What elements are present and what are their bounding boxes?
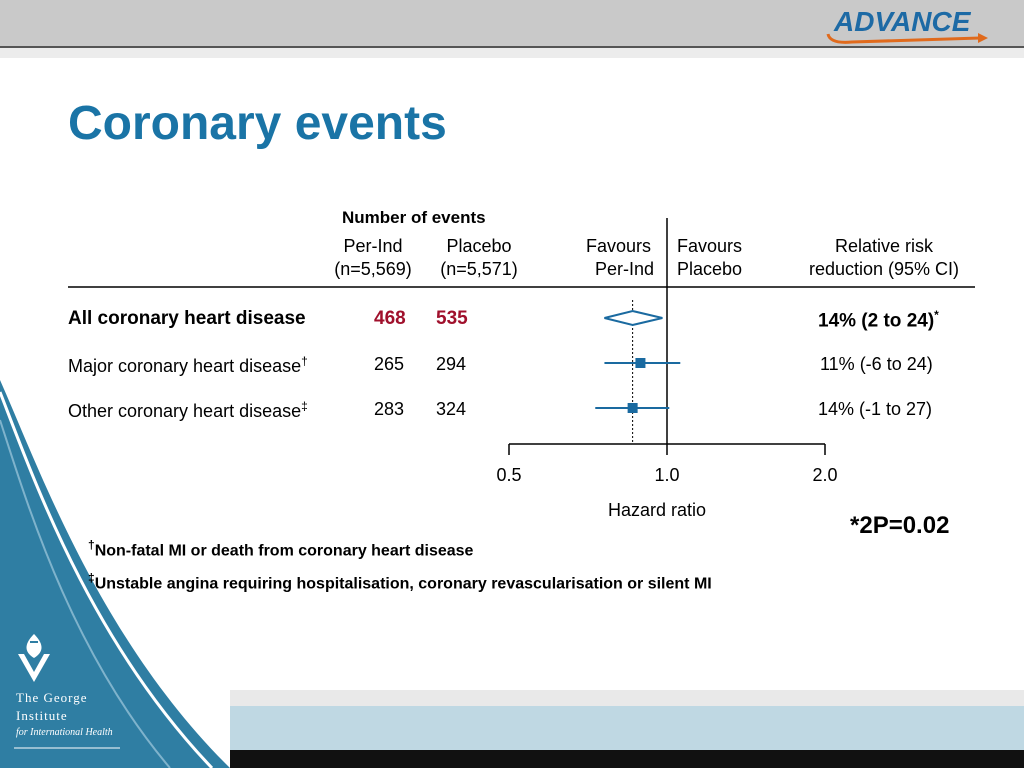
row-rrr-major: 11% (-6 to 24): [820, 354, 933, 374]
row-a-other: 283: [374, 399, 405, 419]
row-label-mark: †: [301, 354, 308, 368]
institute-line-3: for International Health: [16, 727, 113, 738]
x-axis-label: Hazard ratio: [608, 500, 707, 520]
estimate-square: [635, 358, 646, 368]
row-label-major: Major coronary heart disease†: [68, 354, 308, 377]
row-a-major: 265: [374, 354, 405, 374]
advance-logo: ADVANCE: [822, 4, 992, 46]
institute-line-2: Institute: [16, 708, 68, 723]
p-value: *2P=0.02: [850, 512, 950, 539]
institute-emblem-icon: [18, 634, 50, 682]
footnote-1: †Non-fatal MI or death from coronary hea…: [88, 538, 473, 560]
institute-name: The George Institute for International H…: [16, 690, 113, 738]
institute-line-1: The George: [16, 690, 88, 705]
col-a-n: (n=5,569): [334, 259, 412, 279]
favours-right-1: Favours: [677, 236, 743, 256]
bottom-teal-band: [230, 706, 1024, 750]
logo-swoosh-icon: [826, 33, 988, 44]
row-label-text: Other coronary heart disease: [68, 401, 302, 421]
row-b-all: 535: [436, 308, 468, 329]
estimate-square: [627, 403, 638, 413]
rrr-text: 14% (2 to 24): [818, 310, 935, 332]
x-tick-label: 0.5: [496, 465, 522, 485]
page-title: Coronary events: [68, 97, 447, 150]
row-b-major: 294: [436, 354, 467, 374]
col-a-name: Per-Ind: [343, 236, 403, 256]
top-strip: [0, 48, 1024, 58]
row-label-all: All coronary heart disease: [68, 308, 306, 330]
footnote-text: Unstable angina requiring hospitalisatio…: [94, 575, 712, 593]
group-header: Number of events: [342, 208, 486, 227]
footnote-2: ‡Unstable angina requiring hospitalisati…: [88, 571, 712, 593]
col-b-n: (n=5,571): [440, 259, 518, 279]
row-rrr-all: 14% (2 to 24)*: [818, 308, 939, 332]
row-label-mark: ‡: [301, 399, 308, 413]
x-tick-label: 1.0: [654, 465, 680, 485]
footnote-mark: ‡: [88, 571, 95, 585]
row-a-all: 468: [374, 308, 406, 329]
row-b-other: 324: [436, 399, 467, 419]
row-label-text: All coronary heart disease: [68, 308, 306, 329]
rrr-header-1: Relative risk: [834, 236, 934, 256]
bottom-dark-band: [230, 750, 1024, 768]
row-label-other: Other coronary heart disease‡: [68, 399, 308, 422]
logo-text: ADVANCE: [834, 6, 971, 37]
estimate-diamond: [604, 309, 663, 327]
rrr-header-2: reduction (95% CI): [808, 259, 960, 279]
favours-left-2: Per-Ind: [595, 259, 655, 279]
footnote-text: Non-fatal MI or death from coronary hear…: [94, 542, 474, 560]
footnote-mark: †: [88, 538, 95, 552]
rrr-mark: *: [934, 308, 939, 322]
x-tick-label: 2.0: [812, 465, 838, 485]
favours-right-2: Placebo: [677, 259, 743, 279]
favours-left-1: Favours: [586, 236, 652, 256]
col-b-name: Placebo: [446, 236, 512, 256]
top-bar: [0, 0, 1024, 48]
row-label-text: Major coronary heart disease: [68, 356, 302, 376]
row-rrr-other: 14% (-1 to 27): [818, 399, 933, 419]
bottom-bar: [230, 690, 1024, 706]
